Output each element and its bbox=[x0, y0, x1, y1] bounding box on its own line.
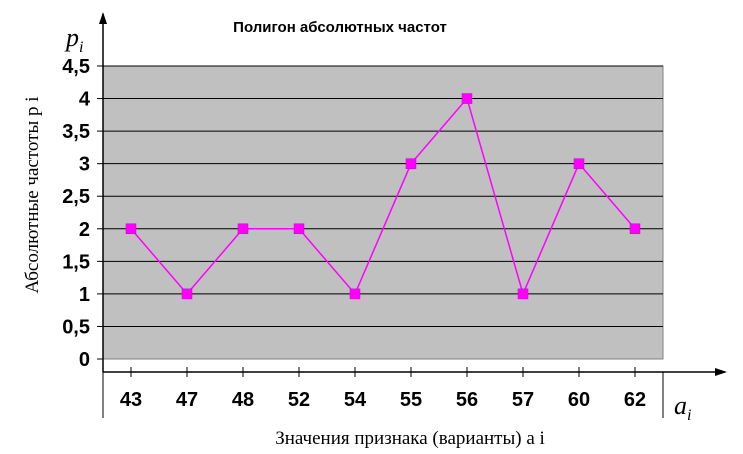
series-line bbox=[130, 97, 636, 297]
y-tick-label: 0 bbox=[79, 349, 90, 371]
axes bbox=[99, 12, 727, 418]
y-tick-label: 4 bbox=[79, 89, 91, 111]
gridlines bbox=[103, 65, 663, 327]
y-tick-label: 0,5 bbox=[62, 316, 90, 338]
y-tick-label: 1 bbox=[79, 284, 90, 306]
y-axis-title: Абсолютные частоты p i bbox=[22, 96, 43, 293]
x-tick-label: 57 bbox=[512, 389, 534, 411]
x-tick-label: 55 bbox=[400, 389, 422, 411]
x-tick-labels: 43 47 48 52 54 55 56 57 60 62 bbox=[120, 367, 646, 411]
plot-area bbox=[102, 65, 664, 360]
data-point bbox=[629, 223, 641, 235]
y-tick-label: 2 bbox=[79, 219, 90, 241]
series bbox=[125, 93, 641, 300]
x-tick-label: 52 bbox=[288, 389, 310, 411]
chart-title: Полигон абсолютных частот bbox=[233, 19, 447, 36]
data-point bbox=[573, 158, 585, 169]
x-axis-symbol: ai bbox=[674, 391, 691, 424]
y-tick-label: 4,5 bbox=[62, 56, 90, 78]
data-point bbox=[349, 288, 361, 300]
x-axis-symbol-letter: a bbox=[674, 391, 687, 420]
y-tick-label: 3,5 bbox=[62, 121, 90, 143]
data-point bbox=[461, 93, 473, 104]
x-tick-label: 62 bbox=[624, 389, 646, 411]
data-point bbox=[517, 288, 529, 300]
data-point bbox=[237, 223, 249, 235]
plot-background bbox=[102, 65, 664, 360]
y-axis-symbol-subscript: i bbox=[79, 39, 83, 56]
y-tick-label: 2,5 bbox=[62, 186, 90, 208]
x-tick-label: 56 bbox=[456, 389, 478, 411]
x-tick-label: 54 bbox=[344, 389, 367, 411]
data-point bbox=[293, 223, 305, 235]
x-tick-label: 47 bbox=[176, 389, 198, 411]
y-axis-symbol: pi bbox=[64, 23, 83, 56]
x-axis-symbol-subscript: i bbox=[687, 407, 691, 424]
y-axis-symbol-letter: p bbox=[64, 23, 79, 52]
x-tick-label: 60 bbox=[568, 389, 590, 411]
data-point bbox=[125, 223, 137, 235]
data-point bbox=[405, 158, 417, 169]
data-point bbox=[181, 288, 193, 300]
y-tick-label: 3 bbox=[79, 154, 90, 176]
x-axis-title: Значения признака (варианты) a i bbox=[275, 428, 545, 449]
x-tick-label: 43 bbox=[120, 389, 142, 411]
y-tick-labels: 0 0,5 1 1,5 2 2,5 3 3,5 4 4,5 bbox=[62, 56, 103, 371]
x-tick-label: 48 bbox=[232, 389, 254, 411]
y-tick-label: 1,5 bbox=[62, 251, 90, 273]
